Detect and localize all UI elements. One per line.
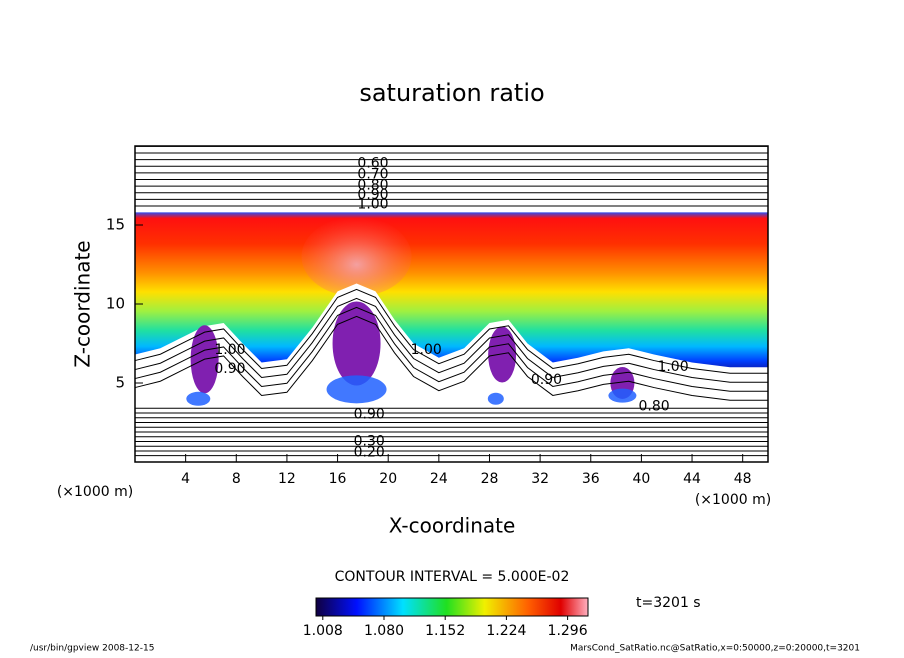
y-tick-label: 5 [115, 374, 125, 392]
x-tick-label: 4 [181, 471, 190, 487]
contour-line [134, 297, 768, 383]
contour-label: 0.30 [354, 433, 385, 449]
y-unit: (×1000 m) [57, 484, 133, 500]
x-unit: (×1000 m) [695, 492, 771, 508]
time-label: t=3201 s [636, 595, 701, 611]
contour-interval: CONTOUR INTERVAL = 5.000E-02 [335, 569, 570, 585]
colorbar: 1.008 1.080 1.152 1.224 1.296 [303, 597, 589, 639]
contour-label: 1.00 [357, 196, 388, 212]
chart-title: saturation ratio [359, 79, 544, 107]
x-tick-label: 24 [430, 471, 448, 487]
contour-line [134, 306, 768, 392]
contour-line [134, 315, 768, 401]
contour-label: 1.00 [657, 359, 688, 375]
contour-label: 0.90 [214, 361, 245, 377]
plot-area: 0.600.700.800.901.001.000.901.000.901.00… [106, 145, 769, 487]
cloud-core [332, 301, 381, 386]
colorbar-tick-label: 1.080 [364, 623, 404, 639]
x-tick-label: 32 [531, 471, 549, 487]
contour-label: 0.80 [357, 178, 388, 194]
cloud-core [488, 326, 517, 383]
contour-label: 0.90 [531, 372, 562, 388]
contour-line [134, 288, 768, 374]
colorbar-tick-label: 1.296 [548, 623, 588, 639]
contour-label: 0.90 [354, 407, 385, 423]
y-tick-label: 15 [106, 216, 125, 234]
x-axis-label: X-coordinate [389, 514, 516, 538]
cloud-base [326, 375, 387, 404]
contour-label: 0.90 [357, 187, 388, 203]
x-tick-label: 44 [683, 471, 701, 487]
y-axis-label: Z-coordinate [71, 240, 95, 367]
colorbar-tick-label: 1.224 [486, 623, 526, 639]
cloud-base [487, 392, 504, 405]
cloud-base [608, 388, 637, 403]
x-tick-label: 36 [582, 471, 600, 487]
x-tick-label: 12 [278, 471, 296, 487]
x-tick-label: 48 [734, 471, 752, 487]
x-tick-label: 28 [481, 471, 499, 487]
dome [301, 216, 412, 297]
contour-label: 0.60 [357, 155, 388, 171]
colorbar-tick-label: 1.008 [303, 623, 343, 639]
clear-region [135, 283, 768, 409]
contour-label: 0.70 [357, 166, 388, 182]
footer-right: MarsCond_SatRatio.nc@SatRatio,x=0:50000,… [570, 644, 860, 654]
x-tick-label: 20 [379, 471, 397, 487]
contour-label: 1.00 [411, 342, 442, 358]
x-tick-label: 8 [232, 471, 241, 487]
x-tick-label: 40 [632, 471, 650, 487]
x-tick-label: 16 [329, 471, 347, 487]
cloud-base [186, 391, 211, 406]
footer-left: /usr/bin/gpview 2008-12-15 [30, 644, 154, 654]
contour-label: 0.80 [638, 399, 669, 415]
contour-label: 1.00 [214, 342, 245, 358]
colorbar-fill [315, 597, 589, 617]
colorbar-tick-label: 1.152 [425, 623, 465, 639]
y-tick-label: 10 [106, 295, 125, 313]
contour-label: 0.20 [354, 445, 385, 461]
